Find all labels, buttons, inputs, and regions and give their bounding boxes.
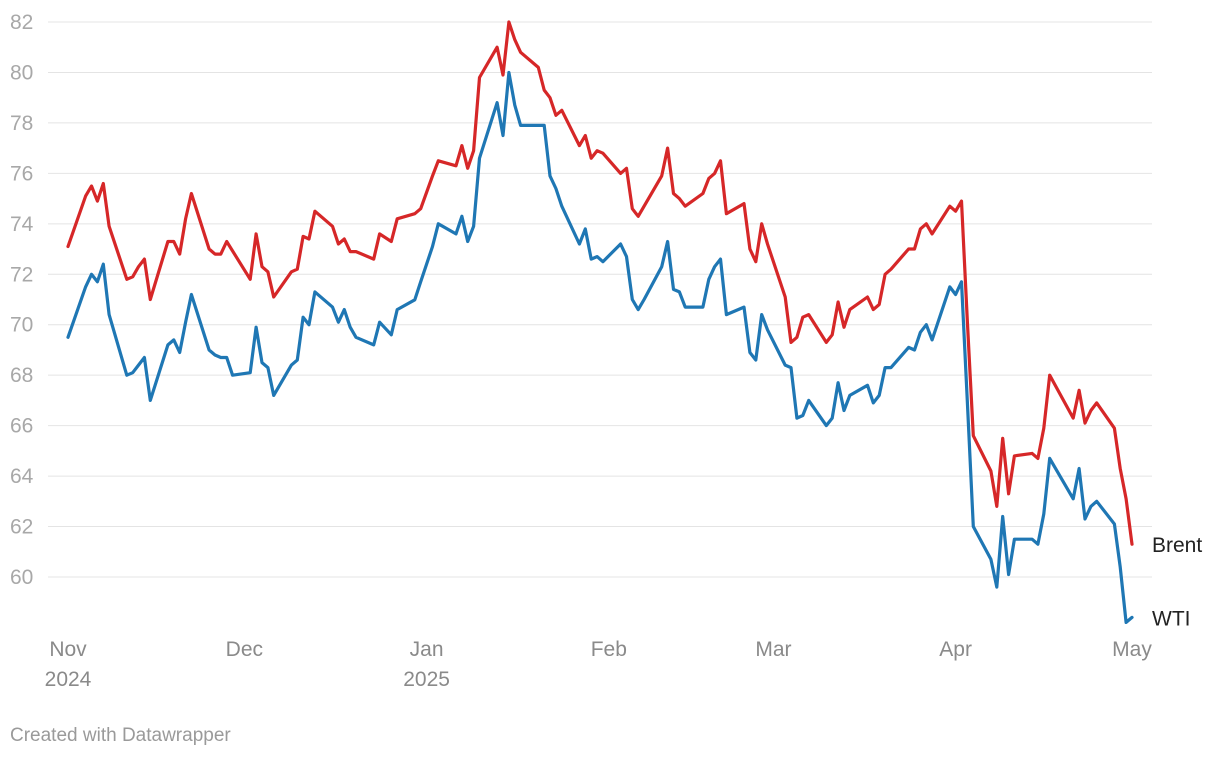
y-tick-label: 78 [10,112,33,135]
series-line-brent [66,20,1134,546]
series-labels: Brent WTI [1152,534,1202,630]
x-tick-label: Dec [226,638,263,661]
x-tick-label: Mar [755,638,791,661]
x-axis-ticks: Nov 2024 Dec Jan 2025 Feb Mar Apr May [45,638,1153,691]
series-lines [66,20,1134,624]
credit-text: Created with Datawrapper [10,725,231,746]
x-tick-label: Feb [591,638,627,661]
y-tick-label: 62 [10,516,33,539]
x-tick-label: Nov [49,638,87,661]
y-tick-label: 64 [10,465,34,488]
x-tick-label: Jan [410,638,444,661]
gridlines [48,21,1152,578]
series-label-wti: WTI [1152,607,1190,630]
y-tick-label: 60 [10,566,33,589]
y-tick-label: 66 [10,415,33,438]
y-tick-label: 80 [10,61,33,84]
y-tick-label: 68 [10,364,33,387]
y-tick-label: 72 [10,263,33,286]
x-tick-sublabel: 2025 [403,668,450,691]
y-tick-label: 76 [10,162,33,185]
x-tick-label: Apr [939,638,972,661]
y-tick-label: 74 [10,213,34,236]
y-axis-ticks: 60 62 64 66 68 70 72 74 76 78 80 82 [10,11,34,589]
series-line-wti [66,70,1134,624]
x-tick-label: May [1112,638,1152,661]
series-label-brent: Brent [1152,534,1202,557]
y-tick-label: 70 [10,314,33,337]
x-tick-sublabel: 2024 [45,668,92,691]
y-tick-label: 82 [10,11,33,34]
